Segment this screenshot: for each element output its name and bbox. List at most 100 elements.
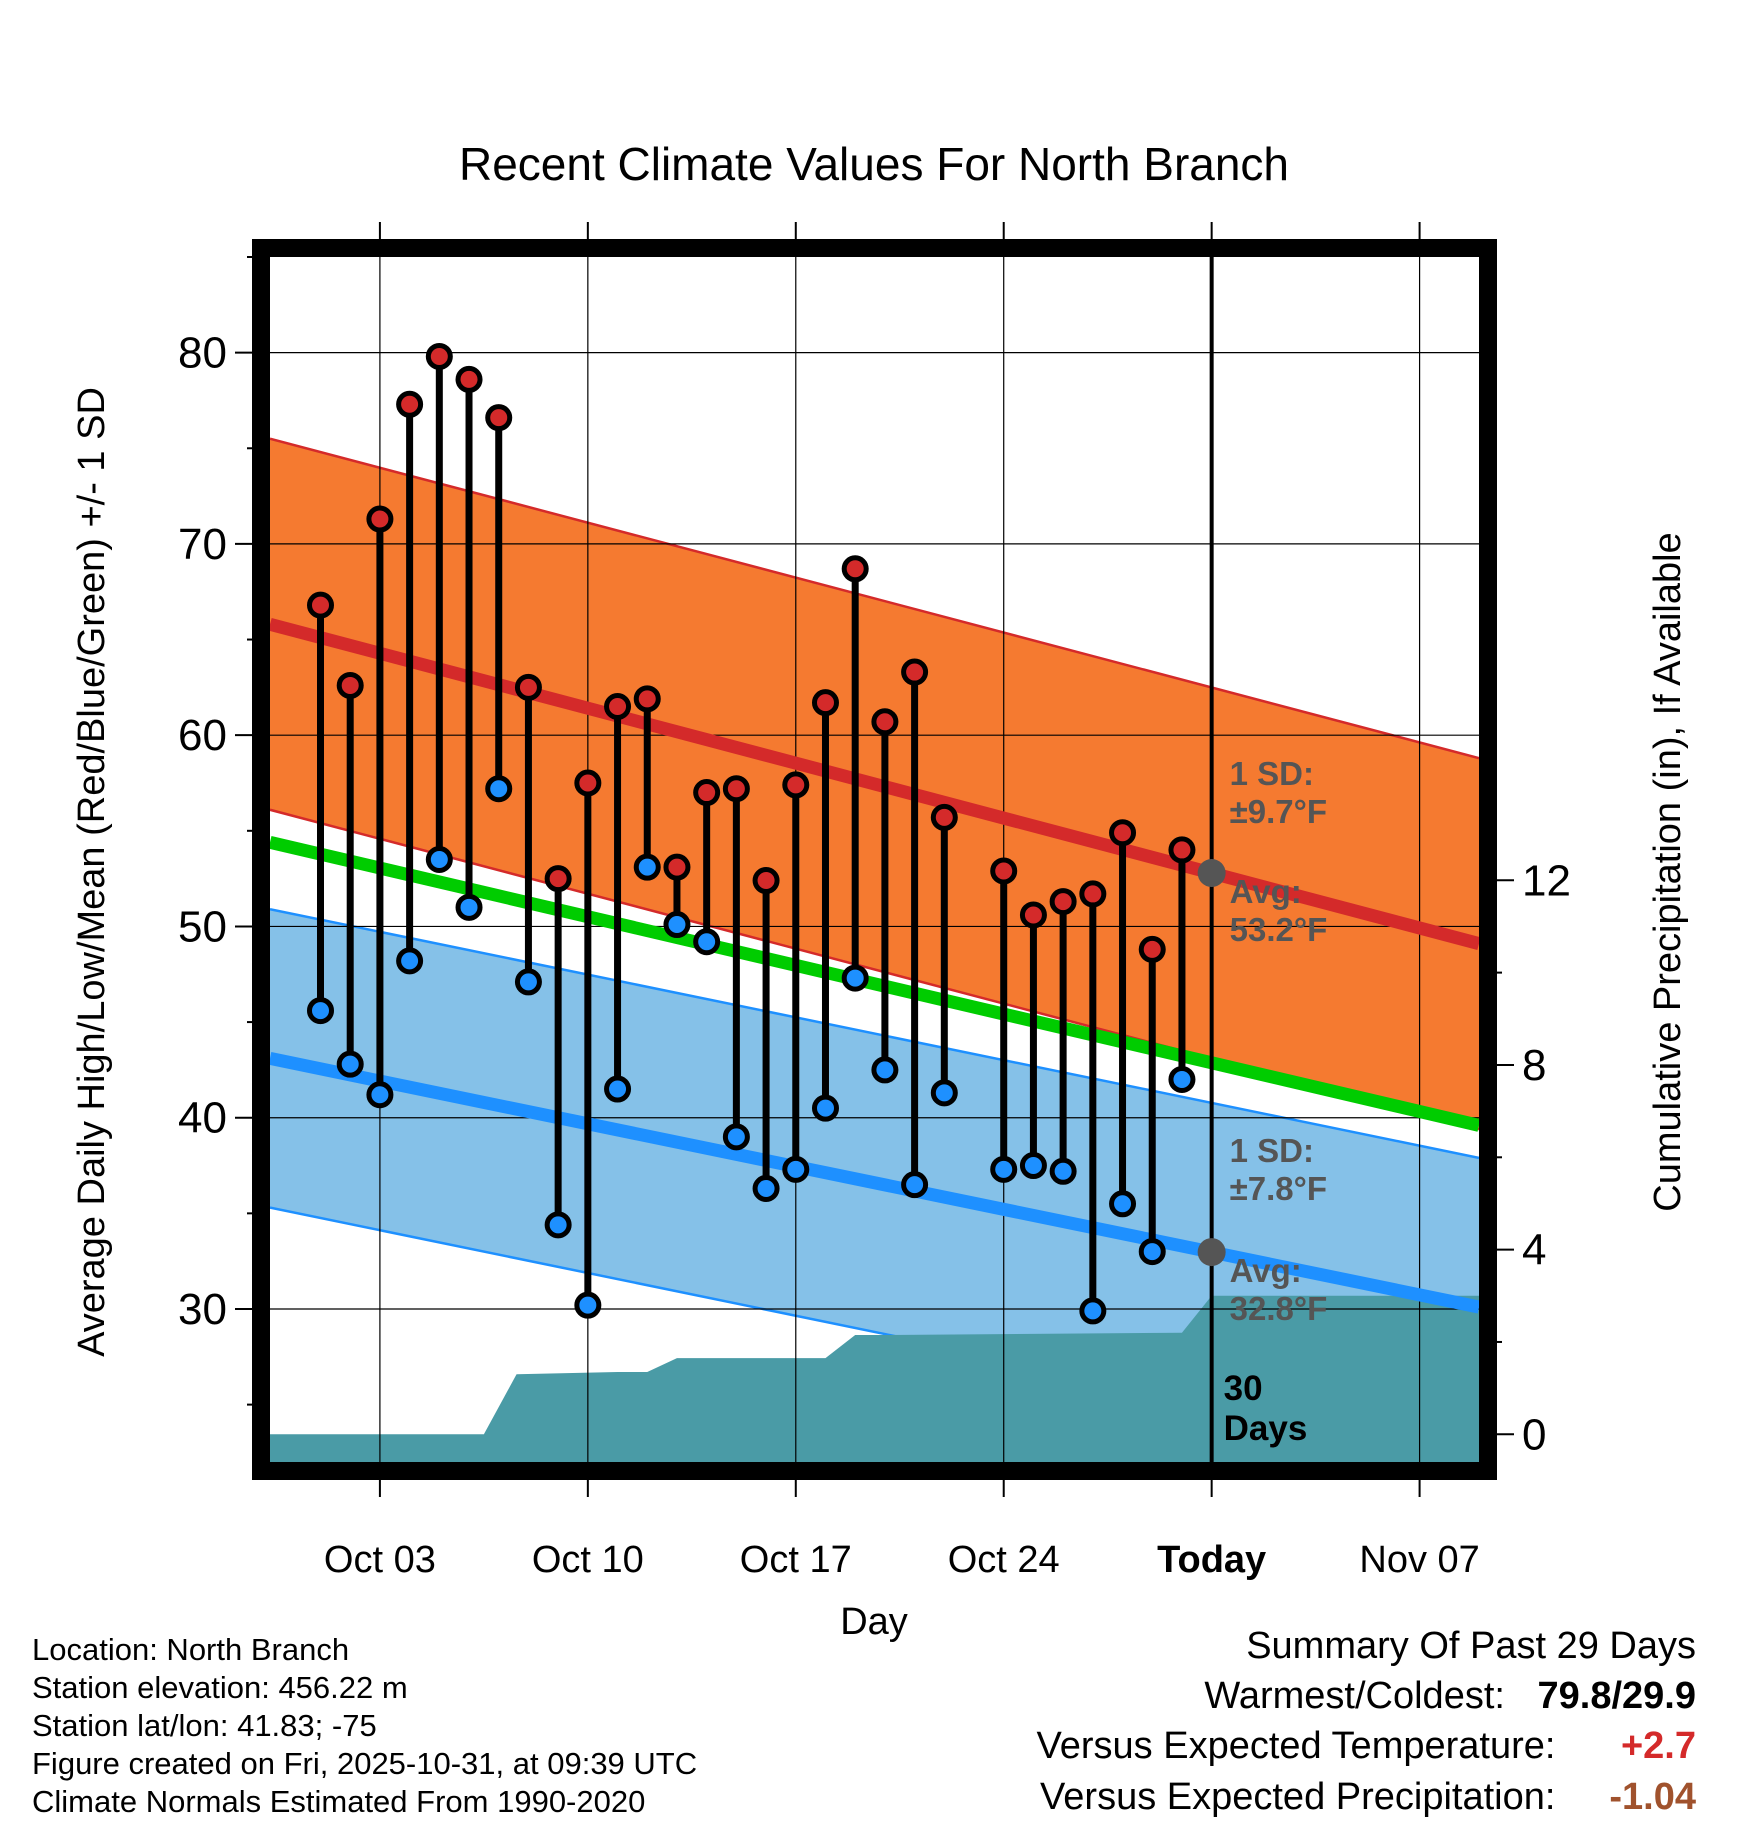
daily-high-point bbox=[990, 857, 1018, 885]
cumulative-precip-area bbox=[270, 1295, 1479, 1462]
y2-tick-label: 8 bbox=[1522, 1041, 1546, 1090]
x-tick-label: Oct 03 bbox=[324, 1539, 436, 1581]
x-tick-label: Oct 10 bbox=[532, 1539, 644, 1581]
daily-high-point bbox=[1109, 819, 1137, 847]
y-tick-label: 80 bbox=[178, 329, 227, 378]
y2-axis-label: Cumulative Precipitation (in), If Availa… bbox=[1647, 532, 1689, 1211]
daily-low-point bbox=[811, 1094, 839, 1122]
plot-frame bbox=[252, 239, 1497, 1480]
low-sd-value: ±7.8°F bbox=[1230, 1170, 1327, 1207]
daily-low-point bbox=[633, 853, 661, 881]
plot-area bbox=[270, 257, 1479, 1462]
window-days-number: 30 bbox=[1224, 1369, 1263, 1408]
daily-low-point bbox=[1168, 1065, 1196, 1093]
daily-high-point bbox=[1138, 935, 1166, 963]
daily-low-point bbox=[1019, 1152, 1047, 1180]
today-normal-high-marker bbox=[1197, 859, 1226, 888]
daily-low-point bbox=[722, 1123, 750, 1151]
footer-normals: Climate Normals Estimated From 1990-2020 bbox=[32, 1784, 646, 1819]
x-tick-label: Nov 07 bbox=[1359, 1539, 1479, 1581]
y-tick-label: 30 bbox=[178, 1285, 227, 1334]
y2-tick-label: 0 bbox=[1522, 1410, 1546, 1459]
daily-low-point bbox=[901, 1171, 929, 1199]
daily-high-point bbox=[811, 689, 839, 717]
daily-low-point bbox=[604, 1075, 632, 1103]
daily-low-point bbox=[396, 947, 424, 975]
daily-high-point bbox=[693, 779, 721, 807]
window-days-unit: Days bbox=[1224, 1409, 1308, 1448]
daily-low-point bbox=[782, 1155, 810, 1183]
summary-precip-row: Versus Expected Precipitation: -1.04 bbox=[1040, 1776, 1696, 1819]
y-tick-label: 40 bbox=[178, 1094, 227, 1143]
daily-high-point bbox=[1168, 836, 1196, 864]
daily-high-point bbox=[752, 867, 780, 895]
daily-low-point bbox=[930, 1079, 958, 1107]
daily-high-point bbox=[366, 505, 394, 533]
high-sd-value: ±9.7°F bbox=[1230, 793, 1327, 830]
daily-high-point bbox=[574, 769, 602, 797]
daily-low-point bbox=[871, 1056, 899, 1084]
daily-high-point bbox=[1049, 888, 1077, 916]
daily-low-point bbox=[336, 1050, 364, 1078]
summary-title: Summary Of Past 29 Days bbox=[1246, 1625, 1696, 1667]
summary-temp-row: Versus Expected Temperature: +2.7 bbox=[1037, 1725, 1696, 1768]
daily-high-point bbox=[1019, 901, 1047, 929]
daily-low-point bbox=[574, 1291, 602, 1319]
y-tick-label: 70 bbox=[178, 520, 227, 569]
daily-high-point bbox=[663, 853, 691, 881]
daily-low-point bbox=[544, 1211, 572, 1239]
daily-low-point bbox=[752, 1174, 780, 1202]
temp-label: Versus Expected Temperature: bbox=[1036, 1725, 1556, 1767]
daily-high-point bbox=[514, 673, 542, 701]
x-tick-label: Today bbox=[1157, 1539, 1266, 1581]
daily-low-point bbox=[1049, 1157, 1077, 1185]
daily-low-point bbox=[1138, 1238, 1166, 1266]
high-avg-value: 53.2°F bbox=[1230, 911, 1328, 948]
x-axis-label: Day bbox=[840, 1601, 908, 1643]
daily-high-point bbox=[604, 692, 632, 720]
daily-low-point bbox=[990, 1155, 1018, 1183]
low-avg-label: Avg: bbox=[1230, 1252, 1302, 1289]
footer-created: Figure created on Fri, 2025-10-31, at 09… bbox=[32, 1746, 698, 1781]
y-tick-label: 50 bbox=[178, 902, 227, 951]
daily-low-point bbox=[663, 911, 691, 939]
daily-high-point bbox=[485, 404, 513, 432]
daily-high-point bbox=[633, 685, 661, 713]
warm-cold-value: 79.8/29.9 bbox=[1537, 1675, 1696, 1717]
daily-low-point bbox=[514, 968, 542, 996]
daily-high-point bbox=[544, 865, 572, 893]
daily-low-point bbox=[1109, 1190, 1137, 1218]
y2-tick-label: 4 bbox=[1522, 1226, 1546, 1275]
daily-high-point bbox=[1079, 880, 1107, 908]
low-avg-value: 32.8°F bbox=[1230, 1290, 1328, 1327]
daily-high-point bbox=[841, 555, 869, 583]
daily-high-point bbox=[782, 771, 810, 799]
daily-high-point bbox=[455, 365, 483, 393]
precip-label: Versus Expected Precipitation: bbox=[1040, 1776, 1556, 1818]
normal-low-band-upper-edge bbox=[270, 908, 1479, 1160]
warm-cold-label: Warmest/Coldest: bbox=[1204, 1675, 1505, 1717]
daily-high-point bbox=[930, 803, 958, 831]
footer-location: Location: North Branch bbox=[32, 1632, 350, 1667]
footer-latlon: Station lat/lon: 41.83; -75 bbox=[32, 1708, 377, 1743]
y2-tick-label: 12 bbox=[1522, 856, 1571, 905]
daily-low-point bbox=[366, 1081, 394, 1109]
daily-low-point bbox=[455, 893, 483, 921]
daily-low-point bbox=[485, 775, 513, 803]
chart-title: Recent Climate Values For North Branch bbox=[459, 138, 1289, 190]
precip-value: -1.04 bbox=[1609, 1776, 1696, 1818]
summary-warm-cold-row: Warmest/Coldest: 79.8/29.9 bbox=[1204, 1675, 1696, 1718]
x-tick-label: Oct 17 bbox=[740, 1539, 852, 1581]
daily-low-point bbox=[1079, 1297, 1107, 1325]
daily-low-point bbox=[841, 964, 869, 992]
footer-elevation: Station elevation: 456.22 m bbox=[32, 1670, 408, 1705]
today-normal-low-marker bbox=[1197, 1238, 1226, 1267]
daily-low-point bbox=[306, 997, 334, 1025]
daily-high-point bbox=[396, 390, 424, 418]
normal-low-line bbox=[270, 1052, 1479, 1314]
temp-value: +2.7 bbox=[1620, 1725, 1696, 1767]
high-avg-label: Avg: bbox=[1230, 873, 1302, 910]
daily-high-point bbox=[901, 658, 929, 686]
y-tick-label: 60 bbox=[178, 711, 227, 760]
